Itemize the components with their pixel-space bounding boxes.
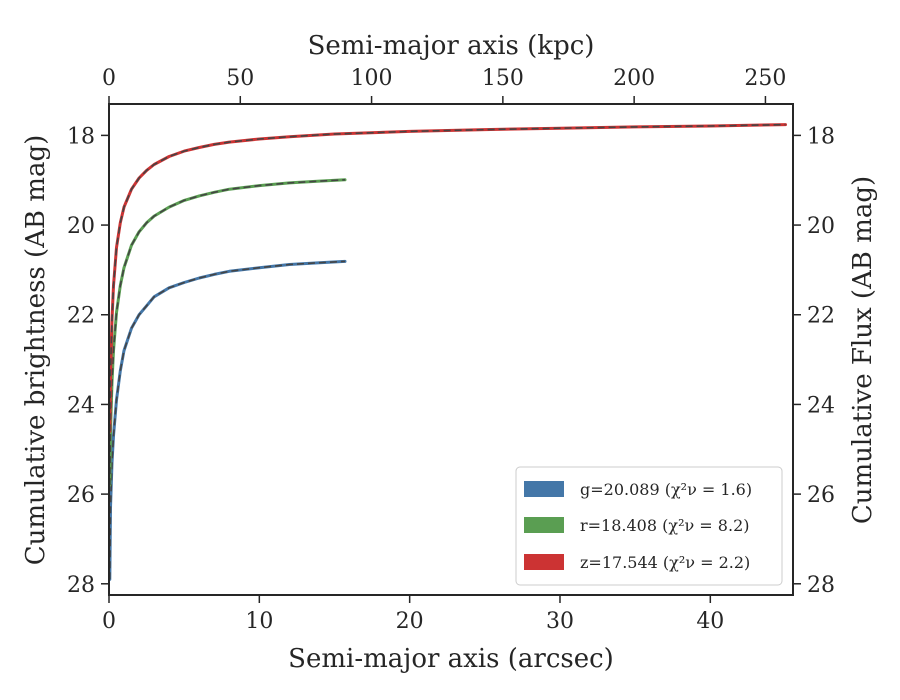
top-x-axis-title: Semi-major axis (kpc) [308,31,595,61]
y-axis-title: Cumulative brightness (AB mag) [21,135,51,566]
series-layer [109,123,787,581]
x-tick-label: 40 [696,609,724,634]
model-fit-line-r [109,179,346,486]
legend-label-r: r=18.408 (χ²ν = 8.2) [580,516,749,535]
y-tick-label: 24 [67,393,95,418]
series-line-r [109,178,347,487]
top-x-tick-label: 150 [482,66,524,91]
y-tick-label: 28 [67,573,95,598]
legend-box [515,466,783,586]
legend-swatch-z [524,554,564,570]
y-tick-label: 26 [67,483,95,508]
top-x-tick-label: 250 [744,66,786,91]
legend-label-g: g=20.089 (χ²ν = 1.6) [580,480,752,499]
plot-frame [108,103,794,596]
x-tick-label: 10 [245,609,273,634]
y-tick-label: 20 [67,214,95,239]
right-y-tick-label: 24 [807,393,835,418]
ticks: 0 10 20 30 40 0 50 100 150 200 250 18 18 20 20 22 22 24 24… [67,66,835,634]
y-tick-label: 18 [67,124,95,149]
right-y-tick-label: 28 [807,573,835,598]
y-tick-label: 22 [67,304,95,329]
legend-swatch-r [524,517,564,533]
model-fit-line-z [109,123,786,432]
right-y-tick-label: 22 [807,304,835,329]
series-line-g [109,259,347,581]
top-x-tick-label: 50 [226,66,254,91]
x-tick-label: 0 [102,609,116,634]
right-y-axis-title: Cumulative Flux (AB mag) [848,176,878,524]
right-y-tick-label: 20 [807,214,835,239]
legend-swatch-g [524,481,564,497]
top-x-tick-label: 0 [102,66,116,91]
legend: g=20.089 (χ²ν = 1.6) r=18.408 (χ²ν = 8.2… [515,466,783,586]
top-x-tick-label: 100 [351,66,393,91]
x-axis-title: Semi-major axis (arcsec) [288,644,614,674]
right-y-tick-label: 18 [807,124,835,149]
top-x-tick-label: 200 [613,66,655,91]
right-y-tick-label: 26 [807,483,835,508]
x-tick-label: 30 [546,609,574,634]
legend-label-z: z=17.544 (χ²ν = 2.2) [580,553,750,572]
x-tick-label: 20 [396,609,424,634]
model-fit-line-g [109,260,346,580]
series-line-z [109,123,787,433]
